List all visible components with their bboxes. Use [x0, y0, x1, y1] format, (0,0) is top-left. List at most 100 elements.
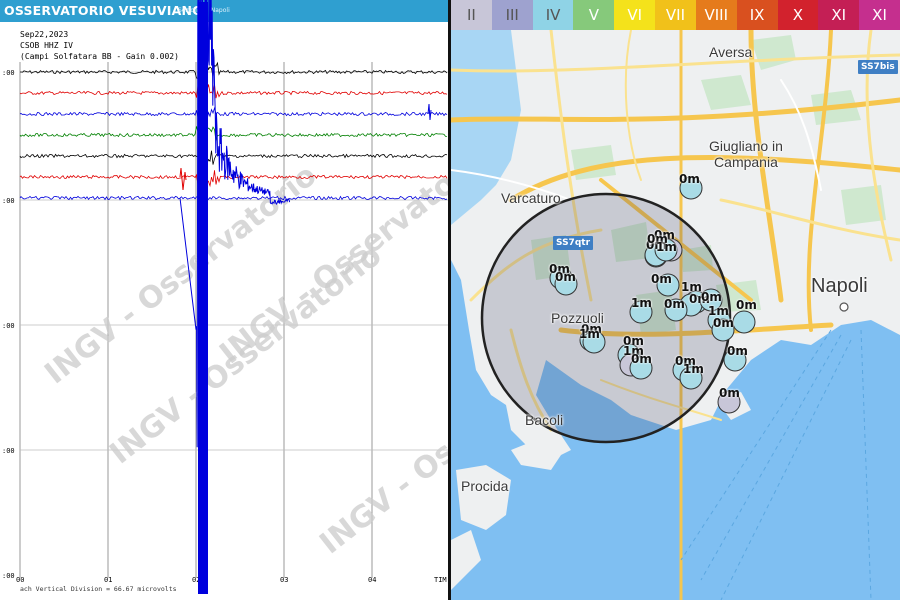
panel-divider [448, 0, 451, 600]
seismic-trace [19, 126, 448, 144]
quake-marker [711, 318, 735, 342]
ischia-island [451, 530, 481, 590]
quake-marker [582, 330, 606, 354]
quake-depth-label: 0m [727, 344, 748, 358]
quake-depth-label: 1m [681, 280, 702, 294]
ferry-route [700, 334, 842, 581]
quake-depth-label: 0m [646, 238, 667, 252]
intensity-map-panel[interactable]: 0m 0m 0m 0m 0m 1m 0m 1m 0m 1m 0m 0m 0m 1m 0m 1m 0m 0m 1m 0m… [451, 0, 900, 600]
seismogram-station: CSOB HHZ IV [20, 41, 73, 50]
road [719, 198, 900, 242]
quake-marker [679, 366, 703, 390]
place-label-aversa: Aversa [709, 44, 753, 60]
ferry-route [860, 329, 872, 600]
quake-marker [554, 272, 578, 296]
bottom-axis-label: 02 [192, 576, 200, 584]
seismogram-date: Sep22,2023 [20, 30, 69, 39]
quake-depth-label: 0m [679, 172, 700, 186]
watermark-text: INGV - Osservatorio [38, 158, 323, 391]
seismic-trace [20, 61, 448, 79]
place-label-varcaturo: Varcaturo [501, 190, 561, 206]
quake-depth-label: 0m [719, 386, 740, 400]
ferry-route [680, 329, 832, 561]
map-canvas[interactable] [451, 0, 900, 600]
intensity-scale-cell: VI [614, 0, 656, 30]
quake-marker [699, 288, 723, 312]
seismogram-panel: OSSERVATORIO VESUVIANO Sezione di Napoli… [0, 0, 448, 600]
intensity-scale-cell: VIII [695, 0, 737, 30]
intensity-scale-cell: IX [736, 0, 778, 30]
seismic-trace [19, 148, 448, 165]
quake-depth-label: 0m [623, 334, 644, 348]
left-axis-label: :00 [2, 322, 15, 330]
intensity-scale-cell: II [451, 0, 492, 30]
quake-depth-label: 0m [736, 298, 757, 312]
quake-depth-label: 0m [555, 270, 576, 284]
seismogram-footer: ach Vertical Division = 66.67 microvolts [20, 585, 177, 593]
quake-depth-label: 1m [623, 344, 644, 358]
road [624, 29, 642, 181]
road [780, 79, 822, 191]
intensity-scale-cell: X [777, 0, 819, 30]
road [806, 28, 833, 332]
place-label-napoli: Napoli [811, 275, 868, 297]
intensity-scale-cell: V [573, 0, 615, 30]
seismogram-header: OSSERVATORIO VESUVIANO Sezione di Napoli [0, 0, 448, 22]
quake-depth-label: 1m [708, 304, 729, 318]
bottom-axis-label: 04 [368, 576, 376, 584]
quake-marker [629, 300, 653, 324]
left-axis-label: :00 [2, 69, 15, 77]
quake-marker [723, 348, 747, 372]
lagoon [451, 30, 521, 225]
left-axis-label: :00 [2, 572, 15, 580]
road [469, 228, 603, 302]
road [451, 169, 572, 201]
quake-marker [629, 356, 653, 380]
left-axis-label: :00 [2, 447, 15, 455]
quake-depth-label: 0m [631, 352, 652, 366]
quake-marker [664, 298, 688, 322]
intensity-scale-cell: III [491, 0, 533, 30]
quake-marker [656, 273, 680, 297]
road [451, 97, 900, 123]
noise-spike [427, 103, 432, 121]
quake-marker [732, 310, 756, 334]
road [549, 28, 593, 302]
intensity-scale-cell: IV [532, 0, 574, 30]
quake-depth-label: 0m [664, 297, 685, 311]
quake-depth-label: 0m [651, 272, 672, 286]
road [509, 328, 553, 432]
road [865, 28, 893, 262]
quake-depth-label: 0m [689, 292, 710, 306]
place-label-procida: Procida [461, 478, 509, 494]
epicenter-radius-circle [480, 192, 732, 444]
road [508, 155, 900, 203]
quake-depth-label: 0m [675, 354, 696, 368]
quake-depth-label: 1m [631, 296, 652, 310]
seismic-trace [19, 106, 448, 123]
earthquake-burst [179, 0, 291, 448]
procida-island [456, 465, 511, 530]
quake-depth-label: 1m [656, 240, 677, 254]
park-area [636, 290, 676, 335]
intensity-scale-bar: II III IV V VI VII VIII IX X XI XI [451, 0, 900, 30]
station-tag-ss7qtr: SS7qtr [553, 236, 594, 250]
napoli-marker [839, 302, 849, 312]
seismogram-title: OSSERVATORIO VESUVIANO [4, 3, 204, 18]
left-axis-label: :00 [2, 197, 15, 205]
place-label-giugliano: Giugliano in Campania [709, 138, 783, 170]
quake-marker [717, 390, 741, 414]
quake-depth-label: 0m [654, 228, 675, 242]
bottom-axis-label: 00 [16, 576, 24, 584]
ferry-route [720, 339, 852, 600]
watermark-text: INGV - Osservatorio [313, 328, 448, 561]
park-area [841, 185, 886, 225]
road [600, 379, 722, 421]
quake-marker [679, 176, 703, 200]
capo-miseno [511, 440, 561, 470]
seismic-trace [19, 83, 448, 99]
place-label-bacoli: Bacoli [525, 412, 564, 428]
intensity-scale-cell: VII [655, 0, 696, 30]
earthquake-main-spike [198, 2, 208, 594]
